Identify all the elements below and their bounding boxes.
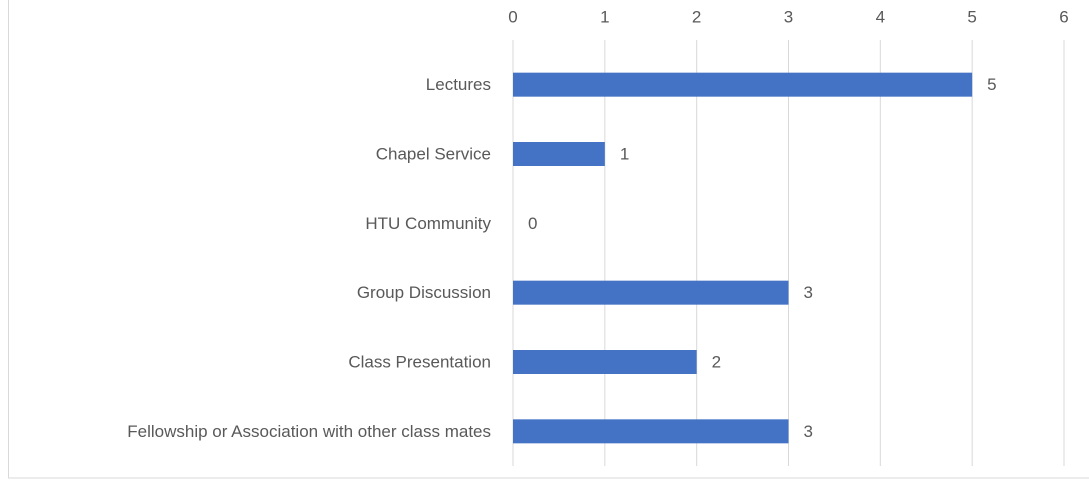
y-tick-label: HTU Community xyxy=(365,214,491,233)
y-tick-label: Lectures xyxy=(426,75,491,94)
bar xyxy=(513,142,605,166)
data-label: 0 xyxy=(528,214,537,233)
x-tick-label: 6 xyxy=(1059,7,1068,26)
data-label: 1 xyxy=(620,144,629,163)
data-label: 3 xyxy=(804,283,813,302)
y-tick-label: Class Presentation xyxy=(348,352,491,371)
y-tick-label: Fellowship or Association with other cla… xyxy=(127,422,491,441)
data-label: 5 xyxy=(987,75,996,94)
bar xyxy=(513,72,973,97)
chart-frame xyxy=(8,0,1089,479)
bar xyxy=(513,280,789,305)
y-tick-label: Chapel Service xyxy=(376,144,491,163)
y-tick-label: Group Discussion xyxy=(357,283,491,302)
data-label: 3 xyxy=(804,422,813,441)
bar xyxy=(513,419,789,444)
x-tick-label: 0 xyxy=(508,7,517,26)
data-label: 2 xyxy=(712,352,721,371)
bar xyxy=(513,350,697,374)
x-tick-label: 3 xyxy=(784,7,793,26)
x-tick-label: 5 xyxy=(967,7,976,26)
x-tick-label: 4 xyxy=(876,7,885,26)
x-tick-label: 1 xyxy=(600,7,609,26)
x-tick-label: 2 xyxy=(692,7,701,26)
